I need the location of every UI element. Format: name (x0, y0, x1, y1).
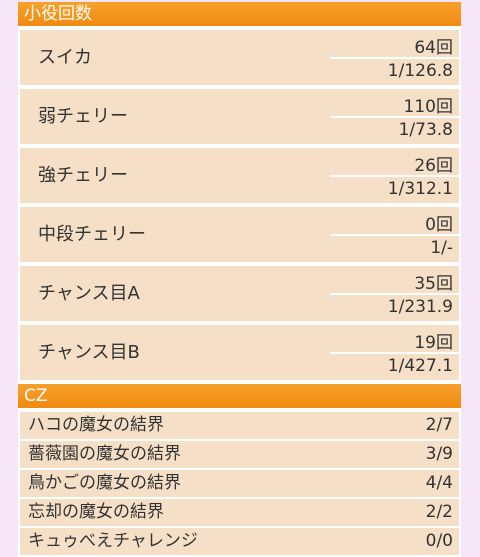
row-divider (330, 234, 459, 236)
row-label: 強チェリー (38, 165, 128, 186)
row-value: 2/7 (425, 415, 453, 435)
row-count: 110回 (403, 97, 453, 117)
koyaku-row-chance-b: チャンス目B 19回 1/427.1 (20, 325, 459, 380)
stats-panel: 小役回数 スイカ 64回 1/126.8 弱チェリー 110回 1/73.8 強… (18, 2, 461, 557)
row-count: 19回 (414, 333, 453, 353)
row-label: ハコの魔女の結界 (28, 415, 164, 435)
row-value: 4/4 (425, 473, 453, 493)
row-label: チャンス目B (38, 342, 140, 363)
row-probability: 1/312.1 (387, 179, 453, 199)
row-divider (330, 116, 459, 118)
cz-row-kyubey-challenge: キュゥべえチャレンジ 0/0 (20, 528, 459, 555)
row-label: キュゥべえチャレンジ (28, 531, 198, 551)
row-label: 鳥かごの魔女の結界 (28, 473, 181, 493)
row-divider (330, 175, 459, 177)
koyaku-row-chance-a: チャンス目A 35回 1/231.9 (20, 266, 459, 321)
row-label: 薔薇園の魔女の結界 (28, 444, 181, 464)
row-label: スイカ (38, 47, 92, 68)
row-label: 弱チェリー (38, 106, 128, 127)
koyaku-section-header: 小役回数 (18, 2, 461, 26)
cz-row-boukyaku: 忘却の魔女の結界 2/2 (20, 499, 459, 526)
row-divider (330, 293, 459, 295)
koyaku-row-middle-cherry: 中段チェリー 0回 1/- (20, 207, 459, 262)
row-count: 0回 (425, 215, 453, 235)
row-label: 忘却の魔女の結界 (28, 502, 164, 522)
row-value: 3/9 (425, 444, 453, 464)
row-probability: 1/126.8 (387, 61, 453, 81)
row-probability: 1/427.1 (387, 356, 453, 376)
row-count: 26回 (414, 156, 453, 176)
koyaku-row-suika: スイカ 64回 1/126.8 (20, 30, 459, 85)
koyaku-row-weak-cherry: 弱チェリー 110回 1/73.8 (20, 89, 459, 144)
cz-row-barazono: 薔薇園の魔女の結界 3/9 (20, 441, 459, 468)
row-count: 35回 (414, 274, 453, 294)
cz-row-torikago: 鳥かごの魔女の結界 4/4 (20, 470, 459, 497)
row-divider (330, 352, 459, 354)
koyaku-row-strong-cherry: 強チェリー 26回 1/312.1 (20, 148, 459, 203)
cz-row-hako: ハコの魔女の結界 2/7 (20, 412, 459, 439)
row-label: 中段チェリー (38, 224, 146, 245)
row-count: 64回 (414, 38, 453, 58)
cz-section-header: CZ (18, 384, 461, 408)
row-probability: 1/- (430, 238, 453, 258)
row-value: 2/2 (425, 502, 453, 522)
row-divider (330, 57, 459, 59)
row-value: 0/0 (425, 531, 453, 551)
row-probability: 1/231.9 (387, 297, 453, 317)
row-label: チャンス目A (38, 283, 140, 304)
row-probability: 1/73.8 (398, 120, 453, 140)
